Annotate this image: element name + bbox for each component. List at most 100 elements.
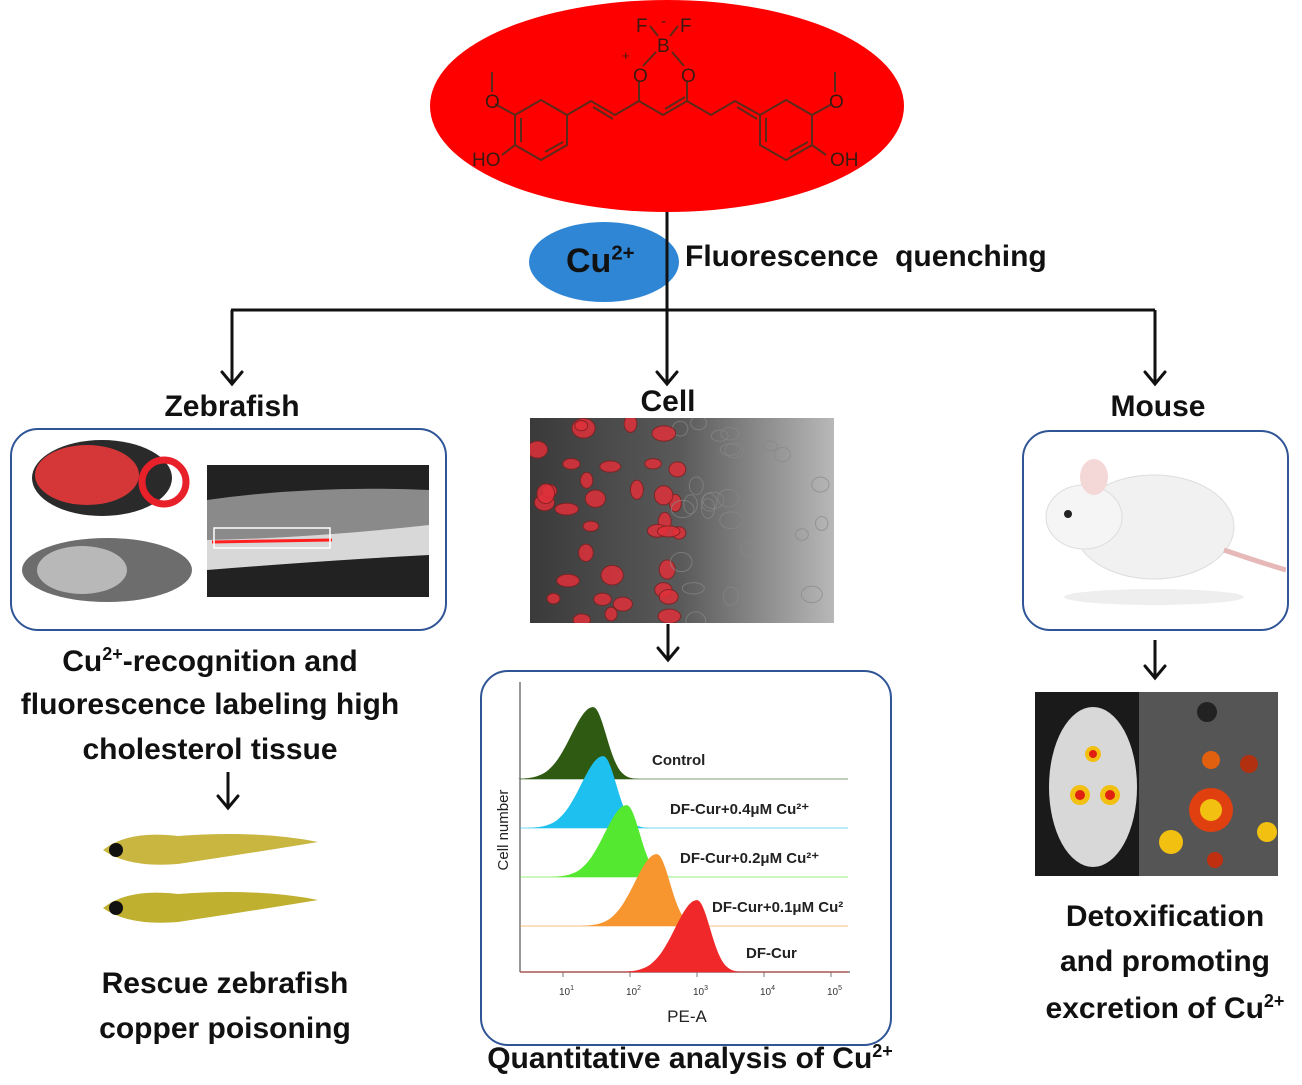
cell-caption: Quantitative analysis of Cu2+ <box>440 1042 940 1074</box>
mouse-imaging-image <box>1035 692 1278 876</box>
caption-text: Quantitative analysis of Cu <box>487 1042 873 1075</box>
ion-symbol: Cu <box>566 242 612 280</box>
cell <box>688 476 704 496</box>
charge-plus: + <box>622 48 630 63</box>
caption-text: -recognition and <box>122 645 358 678</box>
zebrafish-caption-line-1: Cu2+-recognition and <box>0 645 420 677</box>
histogram-peak <box>551 805 672 877</box>
cell <box>794 528 809 541</box>
cell <box>800 585 823 604</box>
flow-connectors <box>226 212 1157 806</box>
arrow-down-icon <box>1143 370 1167 387</box>
x-tick-label: 103 <box>693 985 708 998</box>
caption-sup: 2+ <box>1263 991 1285 1011</box>
histogram-peak <box>518 707 639 779</box>
caption-prefix: Cu <box>62 645 103 678</box>
zebrafish-caption-line-3: cholesterol tissue <box>82 733 338 766</box>
cell <box>644 458 662 470</box>
cell <box>562 457 581 470</box>
cell-microscopy-image <box>530 418 834 623</box>
tick-exponent: 2 <box>637 985 641 992</box>
atom-f: F <box>680 16 692 37</box>
tick-exponent: 5 <box>838 985 842 992</box>
x-tick-label: 104 <box>760 985 775 998</box>
series-label: Control <box>652 752 705 769</box>
cell <box>656 525 681 538</box>
copper-ion-ellipse <box>529 222 679 302</box>
ion-charge: 2+ <box>611 242 635 265</box>
cell <box>530 440 549 459</box>
cell <box>629 479 644 500</box>
cell-title: Cell <box>640 385 696 418</box>
cell <box>579 471 594 489</box>
cell <box>739 541 757 557</box>
caption-sup: 2+ <box>102 644 123 664</box>
flow-cytometry-panel <box>480 670 892 1046</box>
flow-histogram: Cell number PE-A 101 102 103 104 105 Con… <box>495 682 850 1026</box>
cell <box>604 606 618 622</box>
cell <box>685 611 707 623</box>
atom-o: O <box>485 92 500 113</box>
cell <box>702 491 725 510</box>
cell <box>593 592 612 606</box>
cells <box>530 418 830 623</box>
histogram-peak <box>528 756 649 828</box>
zebrafish-image-panel <box>10 428 447 631</box>
cell <box>710 429 729 442</box>
cell <box>574 420 589 432</box>
cell <box>719 511 744 530</box>
tick-exponent: 3 <box>704 985 708 992</box>
tick-base: 10 <box>626 987 638 998</box>
atom-o: O <box>829 92 844 113</box>
cell <box>717 488 740 508</box>
cell <box>578 543 594 563</box>
arrowheads <box>216 370 1167 811</box>
series-label: DF-Cur+0.2μM Cu²⁺ <box>680 850 819 867</box>
arrow-down-icon <box>1143 664 1167 681</box>
cell <box>651 425 677 442</box>
quench-label: Fluorescence quenching <box>685 240 1047 273</box>
y-axis-label: Cell number <box>495 790 512 871</box>
caption-text: excretion of Cu <box>1045 992 1264 1025</box>
molecule-structure <box>491 25 836 162</box>
atom-f: F <box>636 16 648 37</box>
cell <box>700 492 718 512</box>
zebrafish-larvae-image <box>103 834 318 923</box>
mouse-image-panel <box>1022 430 1289 631</box>
x-tick-label: 101 <box>559 985 574 998</box>
tick-base: 10 <box>760 987 772 998</box>
cell <box>554 502 579 516</box>
cell <box>670 499 695 519</box>
cell <box>811 476 830 493</box>
caption-sup: 2+ <box>872 1041 893 1061</box>
cell <box>623 418 638 433</box>
zebrafish-result-line-2: copper poisoning <box>99 1012 351 1045</box>
cell <box>572 613 591 623</box>
cell <box>681 582 705 595</box>
series-label: DF-Cur+0.1μM Cu² <box>712 899 843 916</box>
atom-b: B <box>657 36 670 57</box>
tick-base: 10 <box>693 987 705 998</box>
arrow-down-icon <box>656 646 680 663</box>
mouse-caption-line-2: and promoting <box>1060 945 1270 978</box>
atom-o: O <box>681 66 696 87</box>
cell <box>584 489 607 508</box>
cell <box>762 440 778 452</box>
cell <box>722 586 739 606</box>
zebrafish-embryo-images <box>22 440 429 602</box>
cell <box>814 516 829 531</box>
arrow-down-icon <box>216 794 240 811</box>
cell <box>658 588 679 605</box>
histogram-peak <box>581 854 702 926</box>
cell <box>724 442 745 459</box>
tick-exponent: 1 <box>570 985 574 992</box>
arrow-down-icon <box>220 370 244 387</box>
charge-minus: - <box>661 13 666 30</box>
histogram-peak <box>622 900 742 972</box>
cell <box>612 596 633 612</box>
cell <box>719 443 741 456</box>
tick-base: 10 <box>827 987 839 998</box>
mouse-caption-line-3: excretion of Cu2+ <box>1030 992 1300 1024</box>
tick-exponent: 4 <box>771 985 775 992</box>
